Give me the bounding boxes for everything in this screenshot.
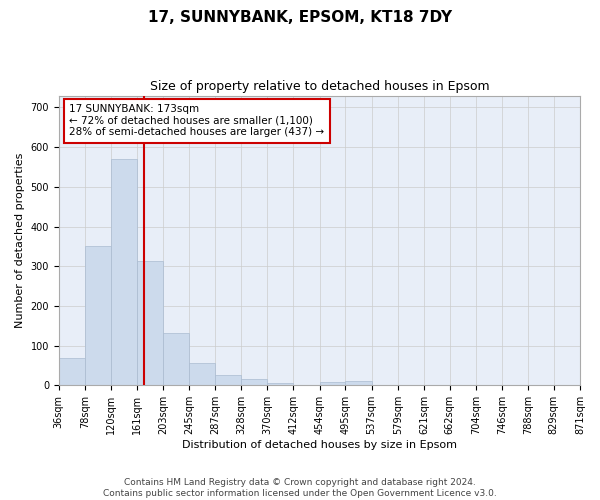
Bar [189, 362, 215, 386]
Bar [111, 159, 137, 386]
Y-axis label: Number of detached properties: Number of detached properties [15, 153, 25, 328]
Title: Size of property relative to detached houses in Epsom: Size of property relative to detached ho… [149, 80, 489, 93]
Bar [215, 376, 241, 386]
Bar [137, 261, 163, 386]
Text: 17 SUNNYBANK: 173sqm
← 72% of detached houses are smaller (1,100)
28% of semi-de: 17 SUNNYBANK: 173sqm ← 72% of detached h… [69, 104, 325, 138]
Text: Contains HM Land Registry data © Crown copyright and database right 2024.
Contai: Contains HM Land Registry data © Crown c… [103, 478, 497, 498]
Bar [345, 381, 371, 386]
Bar [163, 334, 189, 386]
Bar [59, 358, 85, 386]
Bar [267, 382, 293, 386]
X-axis label: Distribution of detached houses by size in Epsom: Distribution of detached houses by size … [182, 440, 457, 450]
Bar [241, 380, 267, 386]
Bar [85, 246, 111, 386]
Text: 17, SUNNYBANK, EPSOM, KT18 7DY: 17, SUNNYBANK, EPSOM, KT18 7DY [148, 10, 452, 25]
Bar [320, 382, 345, 386]
